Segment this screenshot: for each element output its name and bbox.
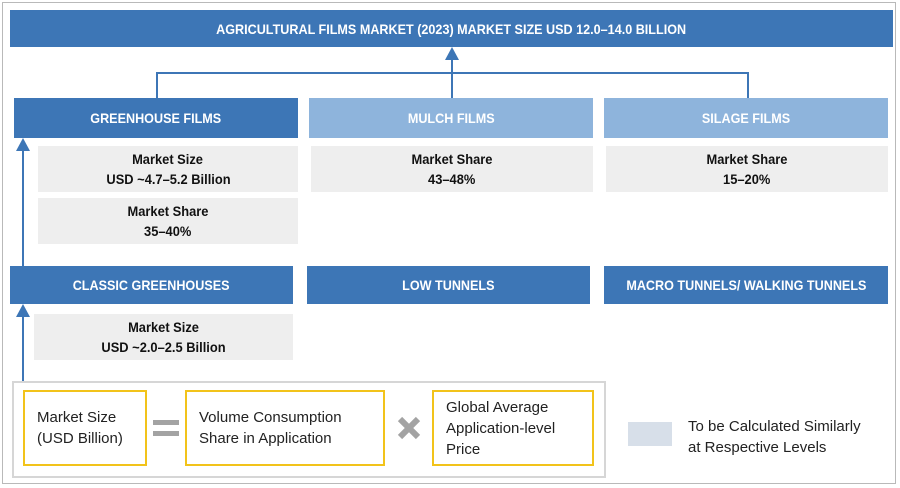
classic-market-size-value: USD ~2.0–2.5 Billion bbox=[101, 339, 226, 355]
application-macro-tunnels: MACRO TUNNELS/ WALKING TUNNELS bbox=[604, 266, 888, 304]
mulch-market-share-box: Market Share 43–48% bbox=[311, 146, 593, 192]
arrow-up-icon bbox=[16, 304, 30, 317]
greenhouse-market-size-value: USD ~4.7–5.2 Billion bbox=[105, 171, 231, 187]
legend-swatch bbox=[628, 422, 672, 446]
greenhouse-market-share-value: 35–40% bbox=[144, 223, 192, 239]
diagram-title: AGRICULTURAL FILMS MARKET (2023) MARKET … bbox=[10, 10, 893, 47]
greenhouse-market-size-box: Market Size USD ~4.7–5.2 Billion bbox=[38, 146, 298, 192]
multiply-icon bbox=[393, 412, 425, 444]
mulch-market-share-value: 43–48% bbox=[428, 171, 476, 187]
formula-market-size-box: Market Size (USD Billion) bbox=[23, 390, 147, 466]
connector-classic-vertical bbox=[22, 314, 24, 382]
legend-text: To be Calculated Similarly at Respective… bbox=[688, 418, 861, 456]
connector-right-drop bbox=[747, 72, 749, 98]
application-classic-greenhouses: CLASSIC GREENHOUSES bbox=[10, 266, 293, 304]
application-low-tunnels: LOW TUNNELS bbox=[307, 266, 590, 304]
greenhouse-market-size-label: Market Size bbox=[132, 151, 204, 167]
formula-volume-share-box: Volume Consumption Share in Application bbox=[185, 390, 385, 466]
greenhouse-market-share-label: Market Share bbox=[127, 203, 209, 219]
segment-mulch-films: MULCH FILMS bbox=[309, 98, 593, 138]
silage-market-share-value: 15–20% bbox=[723, 171, 771, 187]
silage-market-share-label: Market Share bbox=[706, 151, 788, 167]
greenhouse-market-share-box: Market Share 35–40% bbox=[38, 198, 298, 244]
mulch-market-share-label: Market Share bbox=[411, 151, 493, 167]
segment-greenhouse-films: GREENHOUSE FILMS bbox=[14, 98, 298, 138]
segment-silage-films: SILAGE FILMS bbox=[604, 98, 888, 138]
equals-icon bbox=[150, 412, 182, 444]
classic-market-size-box: Market Size USD ~2.0–2.5 Billion bbox=[34, 314, 293, 360]
classic-market-size-label: Market Size bbox=[128, 319, 199, 335]
connector-vertical-center bbox=[451, 58, 453, 98]
connector-horizontal bbox=[156, 72, 749, 74]
formula-price-box: Global Average Application-level Price bbox=[432, 390, 594, 466]
connector-greenhouse-vertical bbox=[22, 148, 24, 266]
arrow-up-icon bbox=[16, 138, 30, 151]
connector-left-drop bbox=[156, 72, 158, 98]
arrow-up-icon bbox=[445, 47, 459, 60]
silage-market-share-box: Market Share 15–20% bbox=[606, 146, 888, 192]
